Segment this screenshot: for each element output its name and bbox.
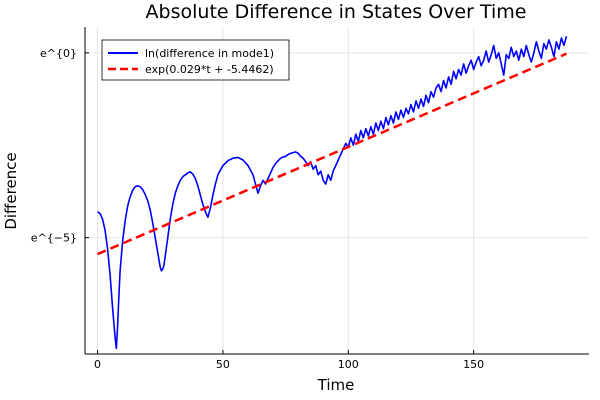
tick-labels: 0 50 100 150 e^{0} e^{−5} (31, 47, 484, 371)
y-tick-label: e^{−5} (31, 232, 77, 245)
legend: ln(difference in mode1) exp(0.029*t + -5… (101, 39, 290, 81)
axes (84, 27, 589, 355)
series-line-mode1 (97, 36, 568, 350)
series-line-fit (97, 52, 567, 256)
legend-box (101, 39, 290, 81)
y-tick-label: e^{0} (40, 47, 77, 60)
x-axis-label: Time (317, 376, 355, 394)
x-tick-label: 50 (216, 358, 230, 371)
series (97, 36, 568, 350)
x-tick-label: 150 (463, 358, 484, 371)
legend-label-fit: exp(0.029*t + -5.4462) (145, 63, 274, 76)
y-axis-label: Difference (2, 152, 20, 229)
chart-title: Absolute Difference in States Over Time (146, 1, 527, 23)
x-tick-label: 100 (338, 358, 359, 371)
legend-label-mode1: ln(difference in mode1) (145, 47, 274, 60)
x-tick-label: 0 (94, 358, 101, 371)
